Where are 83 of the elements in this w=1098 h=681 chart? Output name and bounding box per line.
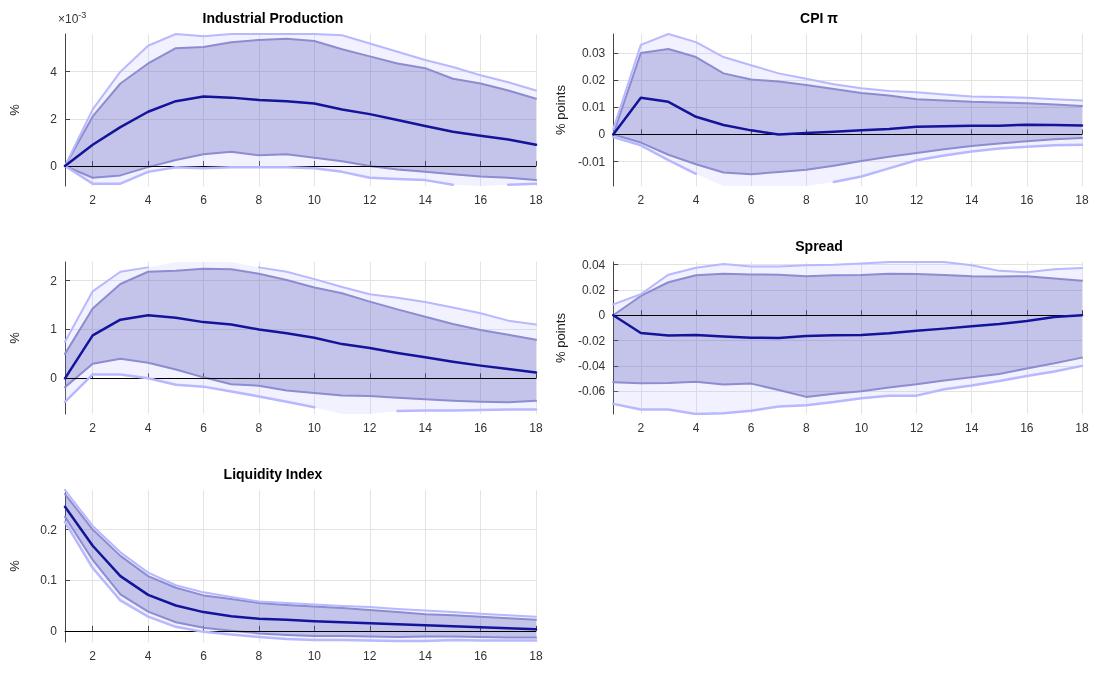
y-tick-label: 0: [50, 623, 58, 638]
x-tick-label: 12: [363, 421, 377, 435]
x-tick-label: 10: [854, 193, 869, 207]
line-series: [63, 95, 538, 168]
x-tick-label: 4: [144, 421, 152, 435]
line-series: [63, 314, 538, 380]
line-series: [612, 356, 1083, 398]
y-tick-label: 0: [50, 371, 58, 386]
y-tick-label: -0.02: [577, 333, 606, 348]
x-tick-label: 12: [909, 421, 924, 435]
x-tick-label: 2: [89, 649, 97, 663]
x-tick-label: 14: [418, 193, 433, 207]
y-tick-label: 0: [50, 158, 58, 173]
y-tick-label: 0: [598, 308, 606, 323]
x-tick-label: 18: [529, 421, 543, 435]
x-tick-label: 16: [473, 421, 488, 435]
line-series: [612, 272, 1083, 317]
x-tick-label: 12: [363, 649, 377, 663]
y-axis-title: %: [7, 559, 22, 572]
x-tick-label: 4: [144, 193, 152, 207]
line-series: [612, 33, 1083, 130]
x-tick-label: 10: [307, 193, 322, 207]
x-tick-label: 2: [637, 193, 645, 207]
x-tick-label: 6: [200, 649, 208, 663]
x-tick-label: 12: [909, 193, 924, 207]
x-tick-label: 6: [200, 421, 208, 435]
x-tick-label: 10: [307, 649, 322, 663]
x-tick-label: 4: [692, 421, 700, 435]
x-tick-label: 6: [747, 193, 755, 207]
x-tick-label: 14: [418, 421, 433, 435]
x-tick-label: 10: [854, 421, 869, 435]
chart-title: Spread: [795, 238, 843, 254]
x-tick-label: 6: [200, 193, 208, 207]
chart-title: Industrial Production: [202, 10, 344, 26]
y-axis-title: % points: [553, 312, 568, 363]
x-tick-label: 6: [747, 421, 755, 435]
y-tick-label: -0.06: [577, 384, 606, 399]
x-tick-label: 16: [1020, 421, 1034, 435]
x-tick-label: 16: [473, 193, 488, 207]
y-tick-label: 0.04: [581, 257, 606, 272]
y-axis-title: %: [7, 331, 22, 344]
x-tick-label: 8: [255, 649, 263, 663]
y-tick-label: 0.03: [581, 46, 606, 60]
chart-title: Liquidity Index: [223, 466, 323, 482]
y-tick-label: 0.01: [581, 100, 606, 115]
y-tick-label: 0.2: [40, 522, 58, 537]
x-tick-label: 2: [89, 193, 97, 207]
y-tick-label: 2: [50, 273, 58, 288]
y-axis-title: %: [7, 103, 22, 116]
x-tick-label: 18: [529, 649, 543, 663]
chart-title: CPI π: [800, 10, 839, 26]
line-series: [612, 96, 1084, 136]
line-series: [612, 364, 1084, 416]
y-tick-label: 0.02: [581, 73, 606, 88]
y-tick-label: -0.04: [577, 358, 606, 373]
x-tick-label: 16: [1020, 193, 1034, 207]
x-tick-label: 14: [418, 649, 433, 663]
x-tick-label: 16: [473, 649, 488, 663]
x-tick-label: 18: [1075, 193, 1089, 207]
x-tick-label: 2: [89, 421, 97, 435]
x-tick-label: 12: [363, 193, 377, 207]
x-tick-label: 18: [1075, 421, 1089, 435]
x-tick-label: 8: [255, 421, 263, 435]
x-tick-label: 10: [307, 421, 322, 435]
y-tick-label: -0.01: [577, 154, 606, 169]
x-tick-label: 14: [965, 421, 979, 435]
x-tick-label: 2: [637, 421, 645, 435]
x-tick-label: 8: [802, 193, 810, 207]
line-series: [612, 313, 1084, 340]
y-tick-label: 0.02: [581, 282, 606, 297]
y-tick-label: 4: [50, 64, 58, 79]
y-tick-label: 0: [598, 127, 606, 142]
x-tick-label: 18: [529, 193, 543, 207]
x-tick-label: 14: [965, 193, 979, 207]
x-tick-label: 8: [255, 193, 263, 207]
line-series: [64, 357, 537, 404]
y-tick-label: 0.1: [40, 573, 58, 588]
x-tick-label: 8: [802, 421, 810, 435]
y-axis-title: % points: [553, 84, 568, 135]
x-tick-label: 4: [692, 193, 700, 207]
y-tick-label: 2: [50, 111, 58, 126]
y-tick-label: 1: [50, 322, 58, 337]
x-tick-label: 4: [144, 649, 152, 663]
